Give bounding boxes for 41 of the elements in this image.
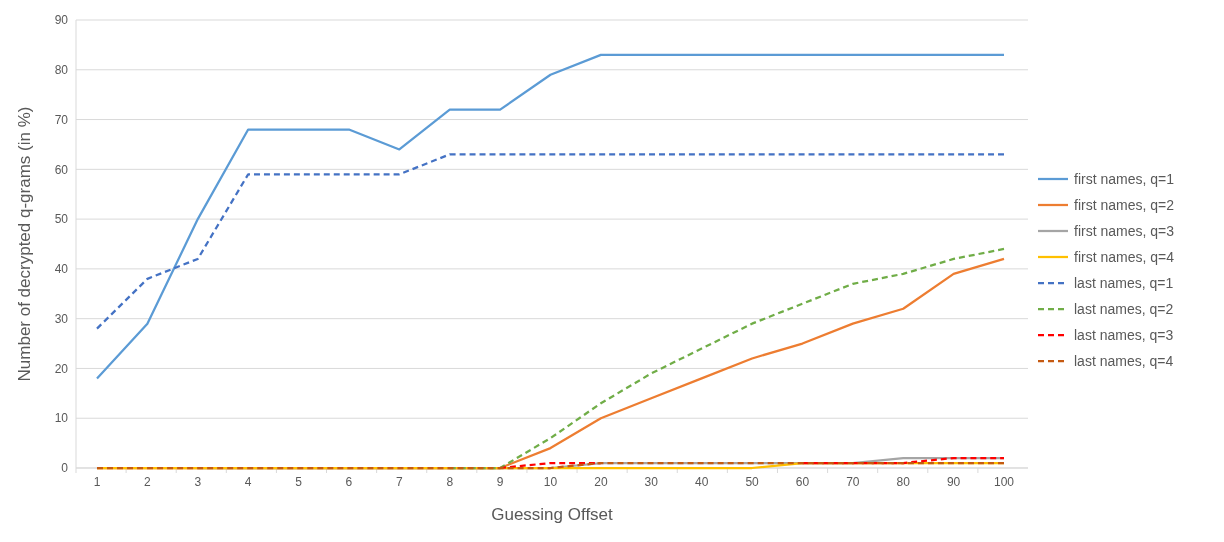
x-axis-title: Guessing Offset [491, 505, 614, 524]
legend-label: first names, q=4 [1074, 248, 1175, 265]
x-tick-label: 40 [694, 475, 709, 489]
x-tick-label: 6 [345, 475, 353, 489]
x-tick-label: 20 [594, 475, 608, 489]
x-tick-label: 8 [446, 475, 454, 489]
x-tick-label: 90 [946, 475, 961, 489]
x-tick-label: 7 [395, 475, 403, 489]
line-series [95, 53, 1006, 380]
y-tick-label: 30 [54, 311, 69, 326]
y-tick-label: 40 [54, 262, 69, 277]
x-tick-label: 50 [745, 475, 760, 489]
x-tick-label: 30 [644, 475, 659, 489]
legend-label: first names, q=2 [1074, 196, 1175, 213]
x-tick-label: 70 [846, 475, 860, 489]
x-tick-label: 2 [144, 475, 152, 489]
x-tick-label: 10 [543, 475, 558, 489]
x-tick-label: 100 [993, 475, 1015, 489]
y-tick-label: 60 [54, 162, 69, 177]
x-tick-label: 80 [896, 475, 911, 489]
y-tick-label: 80 [54, 62, 69, 77]
y-tick-label: 50 [54, 212, 69, 227]
x-tick-label: 5 [295, 475, 303, 489]
x-tick-label: 4 [244, 475, 252, 489]
y-tick-label: 90 [54, 13, 69, 28]
y-tick-label: 10 [54, 411, 69, 426]
y-tick-label: 20 [54, 361, 69, 376]
legend-label: last names, q=4 [1074, 352, 1174, 369]
legend-label: first names, q=1 [1074, 170, 1175, 187]
x-tick-label: 60 [795, 475, 810, 489]
x-tick-label: 3 [194, 475, 202, 489]
legend-label: last names, q=1 [1074, 274, 1174, 291]
y-tick-label: 0 [61, 461, 69, 476]
x-tick-label: 9 [496, 475, 504, 489]
y-axis-title: Number of decrypted q-grams (in %) [15, 106, 34, 382]
legend-label: last names, q=2 [1074, 300, 1174, 317]
legend-label: first names, q=3 [1074, 222, 1175, 239]
legend-label: last names, q=3 [1074, 326, 1174, 343]
x-tick-label: 1 [93, 475, 101, 489]
line-series [95, 153, 1006, 330]
y-tick-label: 70 [54, 112, 69, 127]
